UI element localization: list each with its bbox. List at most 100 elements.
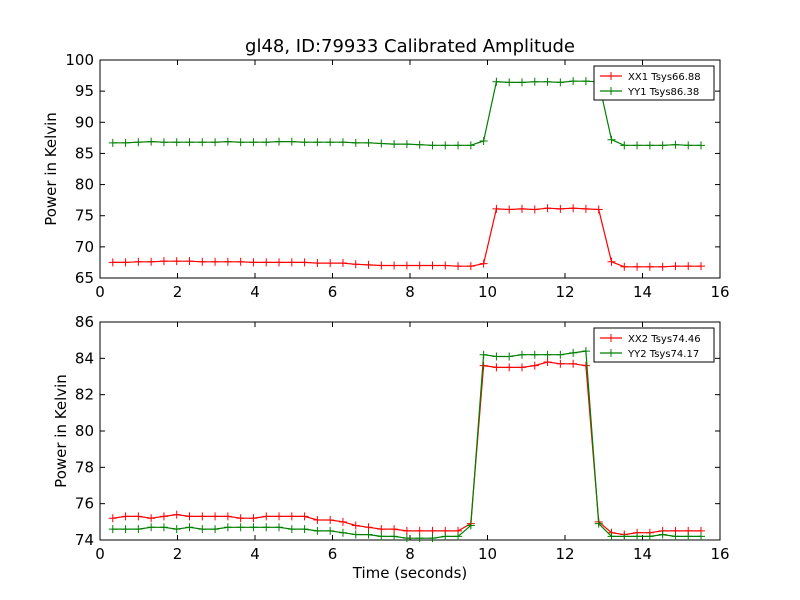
data-point — [517, 350, 526, 359]
data-point — [134, 257, 143, 266]
x-axis-label: Time (seconds) — [352, 564, 468, 582]
data-point — [134, 525, 143, 534]
x-tick-label: 12 — [555, 545, 574, 563]
data-point — [517, 204, 526, 213]
data-point — [505, 363, 514, 372]
data-point — [198, 525, 207, 534]
data-point — [223, 137, 232, 146]
data-point — [198, 257, 207, 266]
data-point — [275, 258, 284, 267]
data-point — [581, 347, 590, 356]
data-point — [351, 138, 360, 147]
data-point — [262, 138, 271, 147]
data-point — [287, 137, 296, 146]
data-point — [492, 204, 501, 213]
x-tick-label: 14 — [633, 545, 652, 563]
data-point — [159, 138, 168, 147]
data-point — [581, 361, 590, 370]
data-point — [697, 262, 706, 271]
data-point — [211, 525, 220, 534]
data-point — [530, 77, 539, 86]
data-point — [198, 512, 207, 521]
data-point — [620, 141, 629, 150]
data-point — [697, 532, 706, 541]
data-point — [441, 532, 450, 541]
data-point — [569, 348, 578, 357]
data-point — [479, 136, 488, 145]
y-tick-label: 86 — [75, 313, 94, 331]
data-point — [121, 138, 130, 147]
legend-entry: XX2 Tsys74.46 — [628, 334, 701, 345]
data-point — [428, 526, 437, 535]
data-point — [377, 139, 386, 148]
data-point — [172, 525, 181, 534]
data-point — [223, 257, 232, 266]
data-point — [185, 257, 194, 266]
data-point — [466, 521, 475, 530]
data-point — [402, 534, 411, 543]
data-point — [415, 261, 424, 270]
data-point — [364, 260, 373, 269]
x-tick-label: 0 — [95, 283, 105, 301]
data-point — [594, 205, 603, 214]
data-point — [645, 141, 654, 150]
data-point — [134, 138, 143, 147]
data-point — [466, 262, 475, 271]
chart-top: 0 2 4 6 8 10 12 14 16 65 70 75 80 85 90 95 100 gl48, ID:7… — [42, 36, 730, 301]
x-tick-label: 10 — [478, 545, 497, 563]
data-point — [454, 141, 463, 150]
x-tick-label: 6 — [328, 283, 338, 301]
data-point — [198, 138, 207, 147]
x-tick-label: 2 — [173, 545, 183, 563]
data-point — [402, 140, 411, 149]
data-point — [543, 350, 552, 359]
legend-entry: XX1 Tsys66.88 — [628, 72, 701, 83]
data-point — [543, 357, 552, 366]
data-point — [121, 525, 130, 534]
data-point — [620, 262, 629, 271]
data-point — [377, 532, 386, 541]
legend-box — [593, 327, 715, 363]
chart-title: gl48, ID:79933 Calibrated Amplitude — [245, 36, 575, 57]
data-point — [338, 517, 347, 526]
x-tick-label: 8 — [405, 283, 415, 301]
data-point — [121, 258, 130, 267]
data-point — [262, 512, 271, 521]
data-point — [262, 523, 271, 532]
data-point — [108, 525, 117, 534]
y-tick-label: 80 — [75, 422, 94, 440]
data-point — [300, 138, 309, 147]
data-point — [223, 512, 232, 521]
data-point — [645, 532, 654, 541]
data-point — [287, 258, 296, 267]
data-point — [479, 361, 488, 370]
data-point — [377, 261, 386, 270]
data-point — [530, 350, 539, 359]
legend-entry: YY2 Tsys74.17 — [627, 349, 699, 360]
y-axis-label: Power in Kelvin — [52, 374, 70, 488]
data-point — [454, 262, 463, 271]
data-point — [236, 257, 245, 266]
data-point — [390, 140, 399, 149]
data-point — [249, 523, 258, 532]
data-point — [300, 512, 309, 521]
data-point — [134, 512, 143, 521]
data-point — [147, 257, 156, 266]
data-point — [326, 259, 335, 268]
legend-entry: YY1 Tsys86.38 — [627, 87, 699, 98]
data-point — [492, 352, 501, 361]
x-tick-label: 12 — [555, 283, 574, 301]
data-point — [364, 138, 373, 147]
legend-marker — [607, 72, 615, 80]
data-point — [326, 138, 335, 147]
data-point — [300, 258, 309, 267]
y-tick-label: 95 — [75, 82, 94, 100]
y-tick-label: 85 — [75, 144, 94, 162]
data-point — [428, 534, 437, 543]
y-tick-label: 90 — [75, 113, 94, 131]
data-point — [185, 523, 194, 532]
y-tick-label: 78 — [75, 458, 94, 476]
data-point — [671, 140, 680, 149]
data-point — [479, 259, 488, 268]
data-point — [697, 141, 706, 150]
